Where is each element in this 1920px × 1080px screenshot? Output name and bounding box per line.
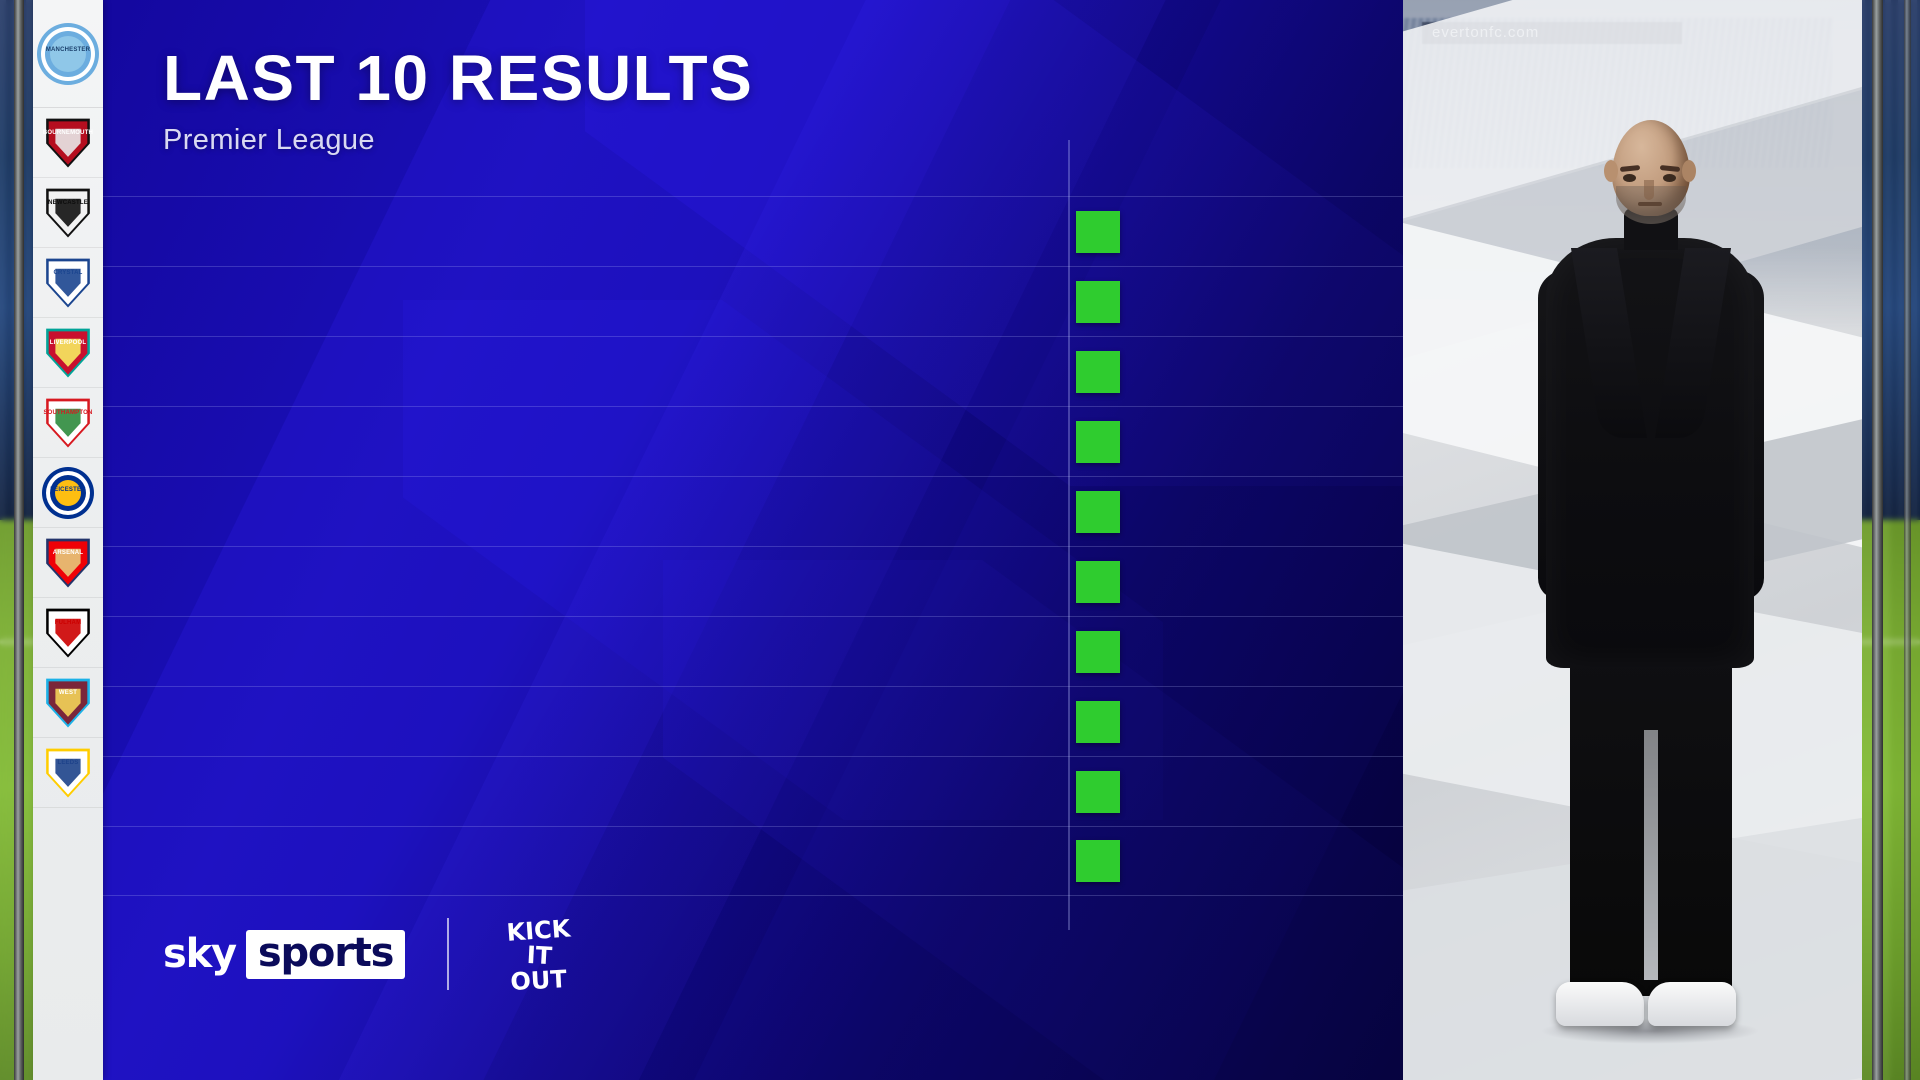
table-row <box>103 476 1403 546</box>
presenter-torso <box>1546 238 1754 668</box>
crest-cell: NEWCASTLE <box>33 178 103 248</box>
result-outcome-wrap <box>1038 630 1158 673</box>
crest-cell: BOURNEMOUTH <box>33 108 103 178</box>
crest-cell: LEICESTER <box>33 458 103 528</box>
leeds-crest: LEEDS <box>42 747 94 799</box>
table-row <box>103 616 1403 686</box>
result-outcome-wrap <box>1038 420 1158 463</box>
result-outcome-wrap <box>1038 700 1158 743</box>
page-subtitle: Premier League <box>163 124 375 156</box>
result-outcome-wrap <box>1038 280 1158 323</box>
status-badge <box>1076 630 1120 673</box>
arsenal-crest: ARSENAL <box>42 537 94 589</box>
presenter-shoe-right <box>1648 982 1736 1026</box>
status-badge <box>1076 280 1120 323</box>
stanchion-left <box>14 0 24 1080</box>
presenter-shoe-left <box>1556 982 1644 1026</box>
logo-separator <box>447 918 450 990</box>
status-badge <box>1076 210 1120 253</box>
svg-text:IT: IT <box>526 941 553 970</box>
crest-cell: LIVERPOOL <box>33 318 103 388</box>
presenter-ear-right <box>1682 160 1696 182</box>
result-outcome-wrap <box>1038 770 1158 813</box>
presenter-figure <box>1520 120 1780 1080</box>
result-outcome-wrap <box>1038 210 1158 253</box>
kick-it-out-logo: KICK IT OUT KICK IT OUT <box>491 906 587 1002</box>
status-badge <box>1076 490 1120 533</box>
stanchion-right <box>1872 0 1883 1080</box>
footer-logos: sky sports KICK IT OUT KICK IT OUT <box>163 906 587 1002</box>
crest-cell: WEST <box>33 668 103 738</box>
presenter-eye-left <box>1623 174 1636 182</box>
southampton-crest: SOUTHAMPTON <box>42 397 94 449</box>
result-outcome-wrap <box>1038 560 1158 603</box>
liverpool-crest: LIVERPOOL <box>42 327 94 379</box>
west-ham-crest: WEST <box>42 677 94 729</box>
table-row <box>103 266 1403 336</box>
result-outcome-wrap <box>1038 840 1158 882</box>
table-row <box>103 826 1403 896</box>
table-row <box>103 196 1403 266</box>
status-badge <box>1076 840 1120 882</box>
svg-text:OUT: OUT <box>510 965 568 996</box>
leicester-crest: LEICESTER <box>42 466 94 519</box>
crest-cell-main: MANCHESTER <box>33 0 103 108</box>
svg-text:KICK: KICK <box>506 914 573 946</box>
crest-cell: ARSENAL <box>33 528 103 598</box>
presenter-nose <box>1644 180 1654 200</box>
status-badge <box>1076 420 1120 463</box>
crystal-palace-crest: CRYSTAL <box>42 257 94 309</box>
table-row <box>103 406 1403 476</box>
bournemouth-crest: BOURNEMOUTH <box>42 117 94 169</box>
presenter-mouth <box>1638 202 1662 206</box>
results-table <box>103 196 1403 896</box>
sports-wordmark: sports <box>245 929 406 979</box>
column-divider <box>1068 140 1070 930</box>
fulham-crest: FULHAM <box>42 607 94 659</box>
table-row <box>103 686 1403 756</box>
crest-cell: CRYSTAL <box>33 248 103 318</box>
man-city-crest: MANCHESTER <box>37 22 99 85</box>
team-crest-rail: MANCHESTER BOURNEMOUTH NEWCASTLE CRYSTAL LIV… <box>33 0 103 1080</box>
crest-cell: FULHAM <box>33 598 103 668</box>
panel-shading <box>103 0 1403 1080</box>
table-row <box>103 336 1403 406</box>
newcastle-crest: NEWCASTLE <box>42 187 94 239</box>
status-badge <box>1076 770 1120 813</box>
table-row <box>103 756 1403 826</box>
stanchion-right-outer <box>1904 0 1911 1080</box>
status-badge <box>1076 560 1120 603</box>
table-row <box>103 546 1403 616</box>
presenter-eye-right <box>1663 174 1676 182</box>
crest-cell: LEEDS <box>33 738 103 808</box>
status-badge <box>1076 700 1120 743</box>
presenter-leg-gap <box>1644 730 1658 980</box>
sky-sports-logo: sky sports <box>163 929 406 979</box>
presenter-panel: evertonfc.com <box>1392 0 1862 1080</box>
panel-header: LAST 10 RESULTS Premier League <box>163 46 753 157</box>
status-badge <box>1076 350 1120 393</box>
crest-cell: SOUTHAMPTON <box>33 388 103 458</box>
sky-wordmark: sky <box>163 931 237 977</box>
result-outcome-wrap <box>1038 490 1158 533</box>
page-title: LAST 10 RESULTS <box>163 42 754 114</box>
result-outcome-wrap <box>1038 350 1158 393</box>
presenter-ear-left <box>1604 160 1618 182</box>
results-panel: LAST 10 RESULTS Premier League sky sport… <box>103 0 1403 1080</box>
